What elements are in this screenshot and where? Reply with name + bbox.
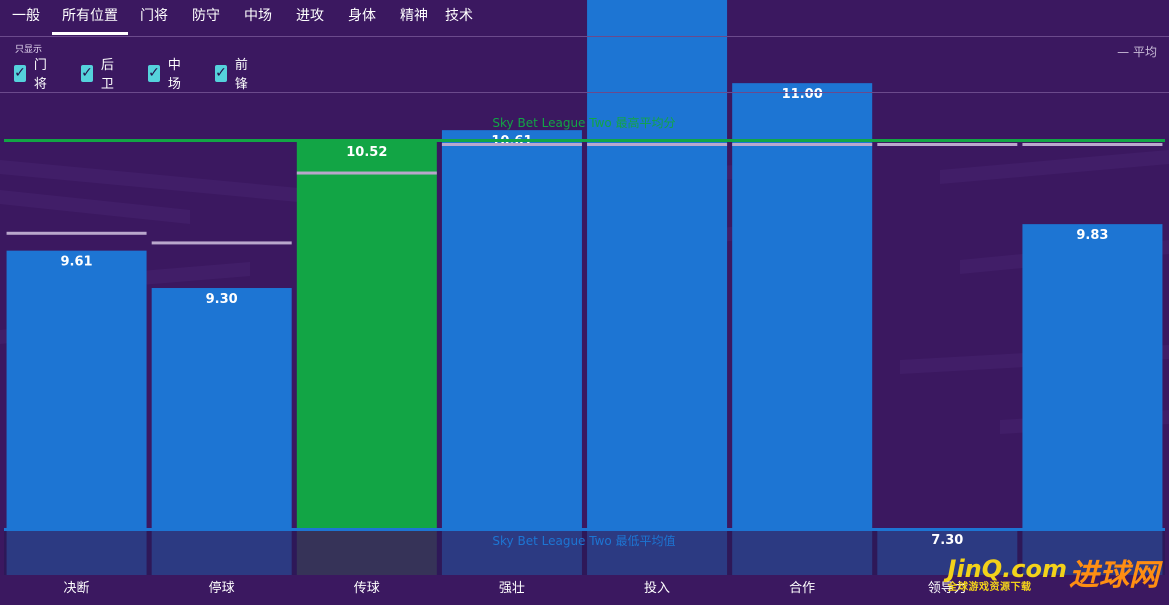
checkbox-icon[interactable]: ✓ — [148, 64, 160, 82]
filter-divider — [0, 92, 1169, 93]
filter-label: 只显示 — [15, 45, 43, 55]
min-line-label: Sky Bet League Two 最低平均值 — [492, 533, 675, 548]
bar — [441, 130, 582, 529]
bar — [6, 250, 147, 530]
filter-option-label: 中场 — [167, 58, 181, 92]
bar-base — [877, 529, 1018, 575]
tab-6[interactable]: 身体 — [348, 8, 376, 24]
bg-stripe — [0, 160, 320, 204]
average-marker — [6, 231, 147, 235]
watermark-sub: 全球游戏资源下载 — [947, 582, 1032, 593]
filter-option-3[interactable]: ✓ 前锋 — [215, 58, 253, 92]
bar-value-label: 10.52 — [346, 145, 387, 160]
checkbox-icon[interactable]: ✓ — [215, 64, 227, 82]
category-label: 决断 — [64, 581, 90, 596]
tab-1[interactable]: 所有位置 — [52, 0, 128, 36]
bar — [296, 141, 437, 529]
bar-base — [296, 529, 437, 575]
max-line-label: Sky Bet League Two 最高平均分 — [492, 115, 675, 130]
legend-average: — 平均 — [1117, 45, 1157, 59]
bar-base — [441, 529, 582, 575]
watermark-logo: JinQ.com 全球游戏资源下载 进球网 — [948, 556, 1159, 596]
average-marker — [296, 171, 437, 175]
bar-value-label: 11.00 — [782, 87, 823, 102]
filter-option-0[interactable]: ✓ 门将 — [14, 58, 52, 92]
filter-option-label: 后卫 — [100, 58, 114, 92]
bar-base — [587, 529, 728, 575]
checkbox-icon[interactable]: ✓ — [81, 64, 93, 82]
tab-7[interactable]: 精神 — [400, 8, 428, 24]
max-line — [4, 139, 1165, 142]
bar — [587, 0, 728, 529]
tab-2[interactable]: 门将 — [140, 8, 168, 24]
average-marker — [732, 143, 873, 146]
bg-stripe — [0, 190, 190, 224]
filter-option-label: 前锋 — [234, 58, 248, 92]
category-label: 停球 — [209, 580, 235, 596]
tab-bar: 一般 所有位置 门将 防守 中场 进攻 身体 精神 技术 — [0, 0, 1169, 36]
tab-divider — [0, 36, 1169, 37]
bar-base — [732, 529, 873, 575]
filter-option-1[interactable]: ✓ 后卫 — [81, 58, 119, 92]
bar-base — [1022, 529, 1163, 575]
category-label: 领导力 — [928, 581, 967, 596]
category-label: 强壮 — [499, 581, 525, 596]
min-line — [4, 528, 1165, 531]
watermark-main: JinQ.com — [947, 555, 1067, 583]
tab-5[interactable]: 进攻 — [296, 8, 324, 24]
tab-0[interactable]: 一般 — [12, 8, 40, 24]
average-marker — [877, 143, 1018, 146]
bar-base — [151, 529, 292, 575]
bar-value-label: 9.30 — [206, 292, 238, 307]
category-label: 合作 — [789, 581, 815, 596]
bar-value-label: 9.83 — [1076, 228, 1108, 243]
tab-8[interactable]: 技术 — [445, 8, 473, 24]
bar-value-label: 7.30 — [931, 533, 963, 548]
filter-option-label: 门将 — [33, 58, 47, 92]
bg-stripe — [940, 150, 1169, 184]
checkbox-icon[interactable]: ✓ — [14, 64, 26, 82]
category-label: 投入 — [644, 580, 670, 596]
average-marker — [587, 143, 728, 146]
bar-value-label: 9.61 — [61, 255, 93, 270]
category-label: 传球 — [354, 581, 380, 596]
average-marker — [151, 241, 292, 245]
watermark-big: 进球网 — [1069, 558, 1159, 593]
tab-4[interactable]: 中场 — [244, 8, 272, 24]
bar — [151, 288, 292, 529]
average-marker — [441, 143, 582, 146]
tab-3[interactable]: 防守 — [192, 8, 220, 24]
average-marker — [1022, 143, 1163, 146]
bar — [1022, 224, 1163, 529]
bar-base — [6, 529, 147, 575]
filter-option-2[interactable]: ✓ 中场 — [148, 58, 186, 92]
bar — [732, 83, 873, 529]
